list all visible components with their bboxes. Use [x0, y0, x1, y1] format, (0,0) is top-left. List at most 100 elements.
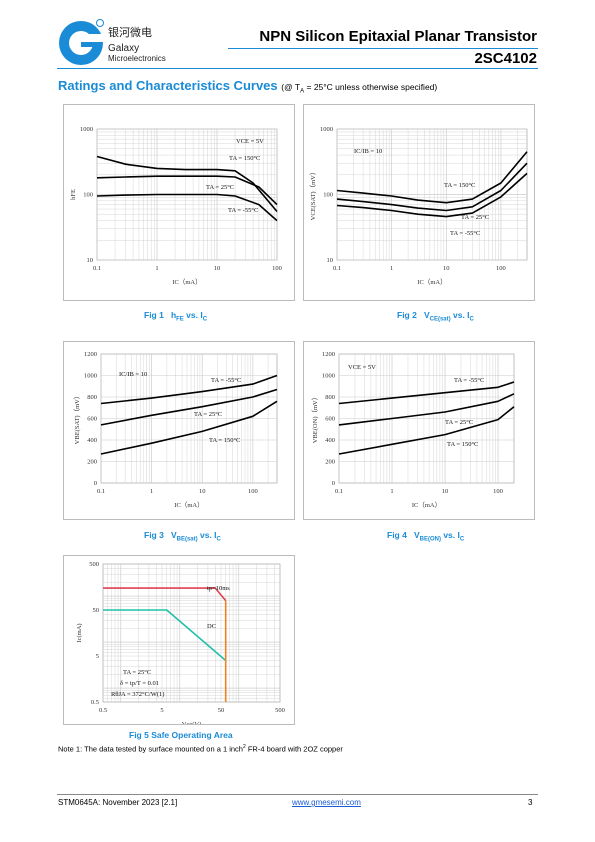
part-number: 2SC4102 — [474, 50, 537, 67]
y-tick-label: 50 — [93, 607, 100, 614]
x-tick-label: 100 — [496, 265, 506, 272]
series-line-2 — [338, 406, 515, 455]
y-axis-label: Ic(mA) — [76, 623, 83, 642]
x-tick-label: 0.1 — [335, 488, 343, 495]
document-title: NPN Silicon Epitaxial Planar Transistor — [259, 28, 537, 45]
section-condition: (@ TA = 25°C unless otherwise specified) — [281, 82, 438, 95]
footer-page-number: 3 — [528, 798, 533, 807]
chart-annotation: TA = -55°C — [450, 230, 480, 237]
fig2-frame: 0.1 1 10 100 10 100 1000 IC（mA） VCE(SAT)（mV） IC/I… — [303, 104, 535, 301]
x-tick-label: 10 — [442, 488, 449, 495]
chart-annotation: TA = 150°C — [444, 182, 475, 189]
y-axis-label: VCE(SAT)（mV） — [309, 169, 317, 221]
y-tick-label: 600 — [325, 416, 335, 423]
y-tick-label: 100 — [83, 192, 93, 199]
fig5-caption: Fig 5 Safe Operating Area — [129, 730, 233, 740]
chart-annotation: TA = 150°C — [447, 441, 478, 448]
y-tick-label: 1200 — [84, 351, 97, 358]
x-axis-label: IC（mA） — [417, 278, 446, 286]
x-tick-label: 0.1 — [97, 488, 105, 495]
x-tick-label: 5 — [160, 707, 163, 714]
x-tick-label: 10 — [199, 488, 206, 495]
x-tick-label: 0.1 — [93, 265, 101, 272]
x-tick-label: 1 — [390, 488, 393, 495]
header-rule — [228, 48, 538, 49]
fig1-caption: Fig 1 hFE vs. IC — [144, 310, 208, 323]
y-tick-label: 1000 — [84, 373, 97, 380]
fig3-caption: Fig 3 VBE(sat) vs. IC — [144, 530, 221, 543]
y-tick-label: 400 — [87, 437, 97, 444]
fig5-chart: 0.5 5 50 500 0.5 5 50 500 Vce(V) Ic(mA) tp=10ms DC T… — [76, 561, 285, 728]
y-tick-label: 1000 — [80, 126, 93, 133]
x-tick-label: 100 — [248, 488, 258, 495]
section-title-text: Ratings and Characteristics Curves — [58, 78, 278, 93]
footer-website-link[interactable]: www.gmesemi.com — [292, 798, 361, 807]
series-line-0 — [100, 374, 278, 405]
chart-annotation: TA = 25°C — [194, 411, 222, 418]
x-tick-label: 1 — [155, 265, 158, 272]
y-tick-label: 5 — [96, 653, 99, 660]
fig4-chart: 0.1 1 10 100020040060080010001200IC（mA）VBE(… — [311, 351, 515, 509]
y-tick-label: 500 — [89, 561, 99, 568]
series-line-1 — [338, 393, 515, 426]
y-tick-label: 10 — [327, 257, 334, 264]
x-axis-label: Vce(V) — [182, 721, 202, 724]
footer-rule — [57, 794, 538, 795]
x-tick-label: 100 — [493, 488, 503, 495]
x-tick-label: 1 — [390, 265, 393, 272]
fig5-frame: 0.5 5 50 500 0.5 5 50 500 Vce(V) Ic(mA) tp=10ms DC T… — [63, 555, 295, 728]
y-tick-label: 100 — [323, 192, 333, 199]
series-line-2 — [100, 400, 278, 455]
chart-annotation: TA = -55°C — [454, 377, 484, 384]
logo-english-subtext: Microelectronics — [108, 54, 166, 63]
y-tick-label: 200 — [87, 459, 97, 466]
x-axis-label: IC（mA） — [172, 278, 201, 286]
y-tick-label: 0.5 — [91, 699, 99, 706]
fig3-frame: 0.1 1 10 100 0 200 400 600 800 1000 1200 IC（mA） VBE(… — [63, 341, 295, 520]
fig2-chart: 0.1 1 10 100 10 100 1000 IC（mA） VCE(SAT)（mV） IC/I… — [309, 126, 528, 286]
chart-annotation: TA = 25°C — [461, 214, 489, 221]
y-tick-label: 200 — [325, 459, 335, 466]
fig1-chart: 0.1 1 10 100 10 100 1000 IC（mA） hFE VCE = 5V TA = … — [70, 126, 282, 286]
y-tick-label: 400 — [325, 437, 335, 444]
y-tick-label: 1200 — [322, 351, 335, 358]
x-tick-label: 10 — [443, 265, 450, 272]
fig4-caption: Fig 4 VBE(ON) vs. IC — [387, 530, 465, 543]
y-tick-label: 800 — [325, 394, 335, 401]
chart-annotation: DC — [207, 623, 216, 630]
fig2-caption: Fig 2 VCE(sat) vs. IC — [397, 310, 474, 323]
y-tick-label: 0 — [94, 480, 97, 487]
series-line-1 — [100, 388, 278, 426]
series-line-0 — [336, 151, 528, 204]
y-axis-label: VBE(ON)（mV） — [311, 394, 319, 443]
x-tick-label: 0.1 — [333, 265, 341, 272]
logo-english-text: Galaxy — [108, 43, 140, 54]
galaxy-logo-icon — [59, 19, 105, 65]
series-line-1 — [103, 609, 227, 662]
y-axis-label: hFE — [70, 189, 77, 200]
series-line-2 — [336, 172, 528, 218]
fig3-chart: 0.1 1 10 100020040060080010001200IC（mA）VBE(… — [73, 351, 278, 509]
chart-annotation: δ = tp/T = 0.01 — [120, 680, 159, 687]
company-logo — [57, 18, 107, 68]
y-tick-label: 600 — [87, 416, 97, 423]
chart-annotation: VCE = 5V — [348, 364, 376, 371]
y-tick-label: 1000 — [320, 126, 333, 133]
logo-chinese-text: 银河微电 — [108, 26, 152, 39]
series-line-0 — [96, 155, 278, 213]
footer-doc-id: STM0645A: November 2023 [2.1] — [58, 798, 178, 807]
chart-annotation: TA = -55°C — [228, 207, 258, 214]
x-tick-label: 500 — [275, 707, 285, 714]
header-rule-2 — [57, 68, 538, 69]
x-axis-label: IC（mA） — [174, 501, 203, 509]
series-line-1 — [96, 175, 278, 206]
series-line-0 — [103, 587, 227, 602]
series-line-0 — [338, 381, 515, 405]
y-tick-label: 800 — [87, 394, 97, 401]
chart-annotation: TA = 25°C — [123, 669, 151, 676]
chart-annotation: IC/IB = 10 — [354, 148, 382, 155]
chart-annotation: TA = 150°C — [229, 155, 260, 162]
fig1-frame: 0.1 1 10 100 10 100 1000 IC（mA） hFE VCE = 5V TA = … — [63, 104, 295, 301]
x-tick-label: 10 — [214, 265, 221, 272]
section-title: Ratings and Characteristics Curves (@ TA… — [58, 78, 437, 95]
